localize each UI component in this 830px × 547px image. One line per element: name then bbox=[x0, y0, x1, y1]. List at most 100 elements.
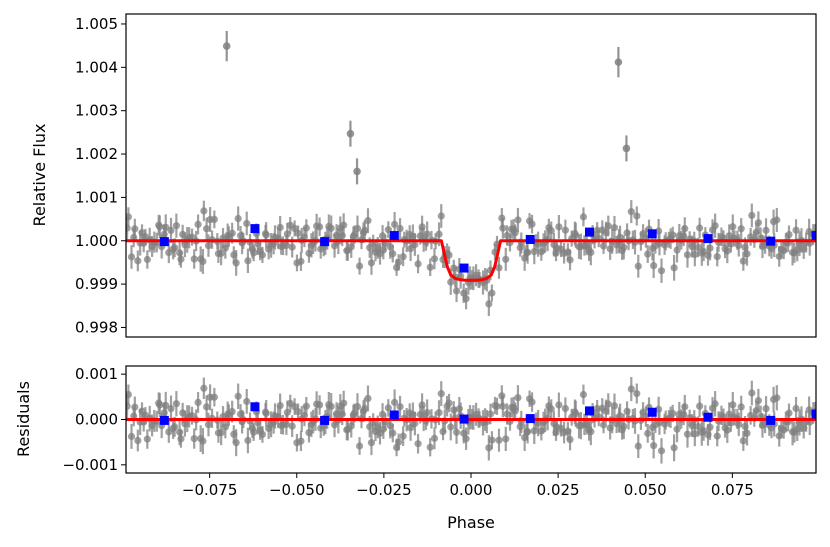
data-point bbox=[395, 254, 403, 271]
data-point bbox=[389, 245, 397, 263]
residual-point bbox=[126, 384, 132, 405]
y-tick-label: 0.001 bbox=[75, 365, 118, 383]
binned-point bbox=[459, 414, 469, 424]
bottom-y-axis: −0.001 0.000 0.001 bbox=[62, 365, 126, 474]
y-tick-label: 0.999 bbox=[75, 275, 118, 293]
data-point bbox=[572, 222, 580, 248]
residual-point bbox=[650, 432, 658, 459]
residual-point bbox=[190, 428, 198, 449]
x-tick-label: 0.025 bbox=[537, 481, 580, 499]
data-point bbox=[127, 245, 136, 269]
data-point bbox=[156, 215, 164, 239]
residual-point bbox=[395, 433, 403, 451]
bottom-raw-data-layer bbox=[126, 294, 816, 464]
residual-point bbox=[723, 417, 731, 443]
binned-point bbox=[811, 409, 816, 419]
residual-point bbox=[644, 424, 652, 443]
data-point bbox=[353, 215, 362, 242]
data-point bbox=[566, 249, 574, 271]
data-point bbox=[411, 233, 419, 256]
data-point bbox=[134, 250, 142, 272]
outlier-residual-point bbox=[347, 294, 355, 321]
binned-point bbox=[584, 406, 594, 416]
residual-point bbox=[452, 420, 461, 444]
data-point bbox=[502, 247, 510, 271]
y-tick-label: 1.002 bbox=[75, 145, 118, 163]
outlier-residual-point bbox=[623, 309, 631, 336]
binned-point bbox=[766, 415, 776, 425]
residual-point bbox=[167, 395, 175, 422]
residual-point bbox=[713, 425, 721, 447]
data-point bbox=[361, 220, 369, 241]
binned-point bbox=[525, 234, 535, 244]
x-tick-label: −0.050 bbox=[269, 481, 325, 499]
data-point bbox=[683, 241, 692, 268]
residual-point bbox=[743, 420, 751, 446]
data-point bbox=[670, 254, 678, 281]
residual-point bbox=[426, 438, 434, 457]
residual-point bbox=[561, 397, 570, 420]
binned-point bbox=[320, 415, 330, 425]
residual-point bbox=[555, 392, 563, 418]
data-point bbox=[514, 207, 522, 232]
binned-point bbox=[389, 410, 399, 420]
x-tick-label: 0.050 bbox=[624, 481, 667, 499]
residual-point bbox=[355, 437, 364, 455]
residual-point bbox=[194, 392, 202, 413]
residual-point bbox=[134, 429, 142, 452]
residual-point bbox=[445, 393, 453, 413]
data-point bbox=[627, 200, 635, 224]
data-point bbox=[696, 217, 704, 239]
data-point bbox=[528, 214, 536, 234]
residual-point bbox=[547, 399, 555, 419]
data-point bbox=[167, 217, 175, 243]
top-raw-data-layer bbox=[126, 30, 816, 317]
data-point bbox=[367, 250, 376, 275]
data-point bbox=[634, 254, 642, 278]
residual-point bbox=[244, 427, 252, 454]
residual-point bbox=[523, 419, 532, 444]
residual-point bbox=[683, 420, 692, 448]
data-point bbox=[234, 206, 242, 231]
bottom-plot-area bbox=[126, 294, 816, 464]
binned-point bbox=[811, 231, 816, 241]
data-point bbox=[495, 256, 503, 279]
bottom-y-axis-label: Residuals bbox=[14, 381, 33, 457]
residual-point bbox=[202, 395, 211, 419]
top-model-layer bbox=[126, 239, 816, 282]
y-tick-label: −0.001 bbox=[62, 456, 118, 474]
residual-point bbox=[616, 403, 624, 428]
data-point bbox=[713, 246, 721, 267]
binned-point bbox=[320, 237, 330, 247]
data-point bbox=[302, 219, 310, 237]
y-tick-label: 0.000 bbox=[75, 411, 118, 429]
binned-point bbox=[703, 412, 713, 422]
data-point bbox=[414, 254, 422, 274]
data-point bbox=[162, 214, 170, 241]
data-point bbox=[735, 234, 743, 257]
data-point bbox=[437, 204, 445, 228]
data-point bbox=[199, 248, 207, 274]
data-point bbox=[579, 207, 588, 227]
residual-point bbox=[711, 391, 719, 417]
data-point bbox=[172, 213, 180, 238]
y-tick-label: 1.001 bbox=[75, 188, 118, 206]
data-point bbox=[723, 238, 731, 264]
data-point bbox=[232, 249, 240, 276]
residual-point bbox=[204, 412, 213, 437]
residual-point bbox=[739, 430, 747, 451]
top-y-axis: 0.998 0.999 1.000 1.001 1.002 1.003 1.004 1.005 bbox=[75, 15, 126, 336]
data-point bbox=[610, 215, 619, 240]
residual-point bbox=[462, 427, 470, 450]
data-point bbox=[711, 213, 719, 238]
data-point bbox=[262, 222, 270, 248]
data-point bbox=[743, 242, 751, 266]
bottom-binned-layer bbox=[159, 402, 816, 425]
data-point bbox=[644, 245, 652, 264]
data-point bbox=[430, 248, 439, 270]
residual-point bbox=[610, 393, 619, 418]
binned-point bbox=[459, 263, 469, 273]
data-point bbox=[244, 248, 252, 273]
transit-model-line bbox=[126, 239, 816, 282]
data-point bbox=[523, 241, 532, 264]
